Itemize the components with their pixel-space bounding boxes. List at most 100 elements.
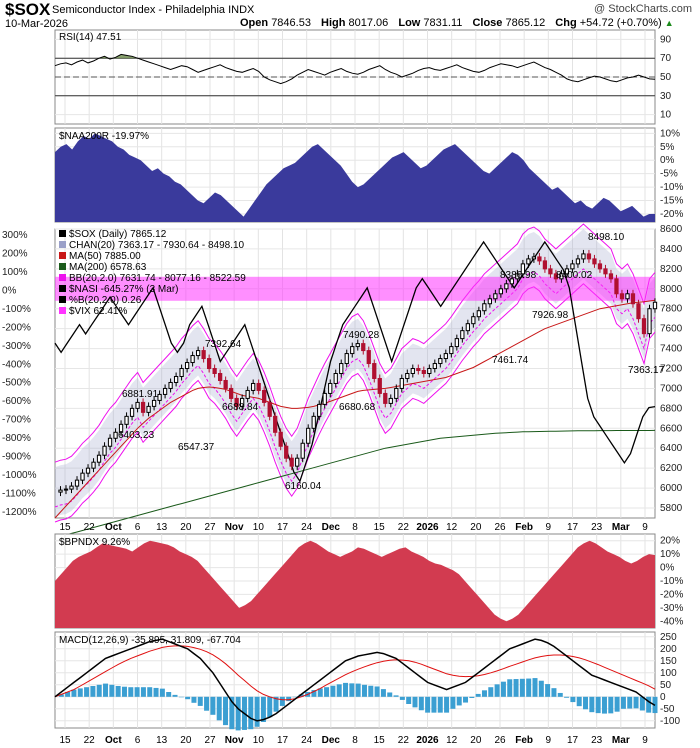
macd-histogram-bar <box>545 684 551 697</box>
candle-body <box>383 392 388 404</box>
price-legend-label: CHAN(20) 7363.17 - 7930.64 - 8498.10 <box>69 240 245 251</box>
price-annotation-label: 8386.98 <box>500 270 537 281</box>
macd-histogram-bar <box>121 686 127 697</box>
macd-histogram-bar <box>210 696 216 715</box>
candle-body <box>575 258 581 265</box>
candle-body <box>509 278 515 285</box>
nasi-y-tick-label: -300% <box>2 341 31 352</box>
candle-body <box>344 353 349 365</box>
candle-body <box>625 293 630 300</box>
macd-histogram-bar <box>317 688 323 697</box>
x-axis-label: 15 <box>374 735 386 746</box>
x-axis-label: Nov <box>225 735 244 746</box>
macd-histogram-bar <box>191 696 197 703</box>
candle-body <box>361 343 366 352</box>
nasi-y-tick-label: -400% <box>2 359 31 370</box>
x-axis-label: Feb <box>515 522 533 533</box>
macd-histogram-bar <box>374 686 380 697</box>
candle-body <box>229 387 234 399</box>
open-value: 7846.53 <box>271 17 311 29</box>
macd-histogram-bar <box>71 689 77 697</box>
macd-histogram-bar <box>412 696 418 708</box>
price-y-tick-label: 8000 <box>660 284 683 295</box>
candle-body <box>201 350 206 360</box>
price-legend-label: BB(20,2.0) 7631.74 - 8077.16 - 8522.59 <box>69 273 246 284</box>
candle-body <box>113 431 118 439</box>
nasi-y-tick-label: -100% <box>2 304 31 315</box>
candle-body <box>570 263 575 270</box>
nasi-y-tick-label: -1100% <box>2 489 36 500</box>
ma50-line <box>54 299 656 519</box>
candle-body <box>465 323 470 332</box>
price-y-tick-label: 6400 <box>660 443 683 454</box>
macd-histogram-bar <box>526 678 532 697</box>
candle-body <box>96 454 102 463</box>
macd-histogram-bar <box>197 696 203 706</box>
x-axis-label: 2026 <box>416 522 439 533</box>
nasi-y-tick-label: 300% <box>2 230 28 241</box>
macd-histogram-bar <box>475 693 481 697</box>
x-axis-label: 13 <box>156 522 168 533</box>
macd-histogram-bar <box>58 694 64 697</box>
candle-body <box>597 263 603 270</box>
x-axis-label: 15 <box>374 522 386 533</box>
candle-body <box>372 363 377 379</box>
close-value: 7865.12 <box>505 17 546 29</box>
macd-y-tick-label: -100 <box>660 716 680 727</box>
macd-histogram-bar <box>469 696 475 698</box>
macd-histogram-bar <box>393 695 399 697</box>
x-axis-label: 8 <box>352 522 358 533</box>
macd-histogram-bar <box>456 696 462 706</box>
candle-body <box>256 382 261 391</box>
bpndx-y-tick-label: -20% <box>660 589 683 600</box>
candle-body <box>410 368 415 375</box>
macd-histogram-bar <box>134 687 140 697</box>
x-axis-label: 23 <box>591 735 603 746</box>
x-axis-label: Oct <box>105 522 122 533</box>
price-y-tick-label: 6800 <box>660 403 683 414</box>
macd-y-tick-label: -50 <box>660 704 675 715</box>
candle-body <box>306 427 311 444</box>
macd-histogram-bar <box>380 689 386 697</box>
candle-body <box>245 389 250 399</box>
naa-y-tick-label: -20% <box>660 209 683 220</box>
legend-swatch <box>59 263 66 270</box>
candle-body <box>542 260 548 270</box>
macd-histogram-bar <box>254 696 260 727</box>
legend-swatch <box>59 230 66 237</box>
x-axis-label: 6 <box>135 735 141 746</box>
macd-histogram-bar <box>551 688 557 697</box>
bpndx-legend-label: $BPNDX 9.26% <box>59 537 130 548</box>
candle-body <box>449 346 454 355</box>
price-y-tick-label: 8400 <box>660 244 683 255</box>
candle-body <box>553 273 559 280</box>
candle-body <box>636 303 641 320</box>
price-legend-label: %B(20,2.0) 0.26 <box>69 295 142 306</box>
candle-body <box>124 415 129 425</box>
candle-body <box>278 431 283 447</box>
chart-date: 10-Mar-2026 <box>5 18 68 30</box>
bollinger-upper-line <box>54 223 656 463</box>
price-annotation-label: 6403.23 <box>118 430 155 441</box>
candle-body <box>603 268 608 275</box>
x-axis-label: 22 <box>398 522 410 533</box>
price-legend-label: $NASI -645.27% (3 Mar) <box>69 284 179 295</box>
candle-body <box>515 273 520 280</box>
x-axis-label: 24 <box>301 735 313 746</box>
x-axis-label: Nov <box>225 522 244 533</box>
candle-body <box>493 293 498 300</box>
macd-histogram-bar <box>336 684 342 697</box>
macd-histogram-bar <box>583 696 589 710</box>
price-annotation-label: 6680.68 <box>339 402 376 413</box>
candle-body <box>641 318 647 335</box>
chg-value: +54.72 (+0.70%) <box>579 17 662 29</box>
macd-histogram-bar <box>450 696 456 709</box>
macd-histogram-bar <box>103 683 109 697</box>
x-axis-label: 26 <box>494 522 506 533</box>
macd-histogram-bar <box>128 687 134 697</box>
candle-body <box>129 407 135 417</box>
x-axis-label: 17 <box>277 735 289 746</box>
x-axis-label: Feb <box>515 735 533 746</box>
x-axis-label: 8 <box>352 735 358 746</box>
